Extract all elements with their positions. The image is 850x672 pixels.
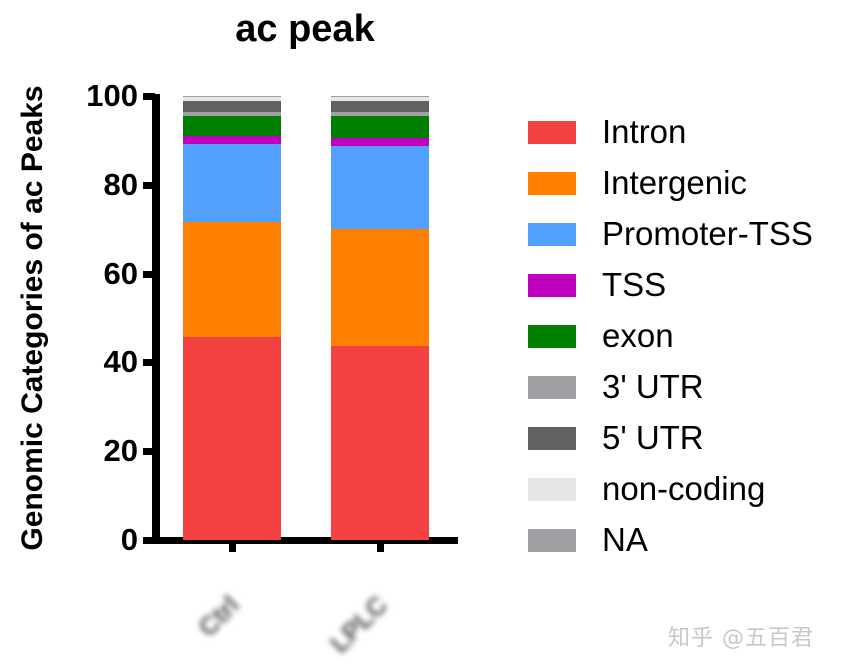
bar-segment-5-utr [183, 100, 281, 112]
bar-0 [183, 0, 281, 672]
y-axis-line [152, 94, 160, 544]
y-tick-label: 80 [103, 166, 138, 202]
bar-segment-non-coding [331, 96, 429, 101]
bar-segment-3-utr [331, 111, 429, 116]
legend-label: Intergenic [602, 164, 747, 201]
y-tick-label: 100 [86, 78, 138, 113]
y-tick [143, 448, 155, 456]
bar-segment-na [331, 96, 429, 97]
y-tick-label: 60 [103, 255, 138, 291]
legend-item: Intron [528, 112, 686, 152]
legend-label: Intron [602, 113, 687, 150]
legend-swatch [528, 171, 576, 195]
bar-segment-exon [183, 115, 281, 136]
y-tick [143, 181, 155, 189]
x-tick [229, 542, 236, 552]
legend-item: 5' UTR [528, 418, 704, 458]
y-axis-label: Genomic Categories of ac Peaks [16, 85, 49, 551]
legend-label: 5' UTR [602, 419, 704, 456]
legend-swatch [528, 120, 576, 144]
legend-item: Promoter-TSS [528, 214, 813, 254]
legend-item: exon [528, 316, 674, 356]
bar-segment-intergenic [331, 229, 429, 346]
bar-segment-promoter-tss [331, 146, 429, 230]
bar-segment-tss [331, 138, 429, 147]
watermark: 知乎 @五百君 [668, 626, 814, 651]
legend-swatch [528, 528, 576, 552]
bar-segment-na [183, 96, 281, 97]
legend-swatch [528, 222, 576, 246]
y-tick-label: 20 [103, 433, 138, 469]
legend-label: Promoter-TSS [602, 215, 813, 252]
y-tick [143, 93, 155, 100]
x-tick [377, 542, 384, 552]
legend-label: 3' UTR [602, 368, 704, 405]
chart-title: ac peak [235, 8, 375, 50]
legend-label: exon [602, 317, 674, 354]
legend-swatch [528, 324, 576, 348]
legend-item: NA [528, 520, 648, 560]
legend-item: non-coding [528, 469, 765, 509]
legend-item: 3' UTR [528, 367, 704, 407]
legend-label: TSS [602, 266, 667, 303]
legend-label: NA [602, 521, 648, 558]
bar-segment-intron [331, 345, 429, 540]
y-tick-label: 40 [103, 344, 138, 380]
y-tick-label: 0 [120, 522, 138, 557]
legend-swatch [528, 426, 576, 450]
y-tick [143, 359, 155, 367]
bar-1 [331, 0, 429, 672]
bar-segment-tss [183, 135, 281, 144]
legend-swatch [528, 477, 576, 501]
legend-item: TSS [528, 265, 666, 305]
bar-segment-intergenic [183, 222, 281, 337]
bar-segment-non-coding [183, 96, 281, 101]
bar-segment-5-utr [331, 100, 429, 112]
legend-swatch [528, 273, 576, 297]
legend-label: non-coding [602, 470, 766, 507]
x-axis-line [152, 537, 458, 544]
bar-segment-3-utr [183, 111, 281, 116]
bar-segment-exon [331, 115, 429, 139]
y-tick [143, 270, 155, 278]
bar-segment-intron [183, 336, 281, 540]
y-tick [143, 537, 155, 544]
legend-swatch [528, 375, 576, 399]
bar-segment-promoter-tss [183, 143, 281, 223]
legend-item: Intergenic [528, 163, 747, 203]
